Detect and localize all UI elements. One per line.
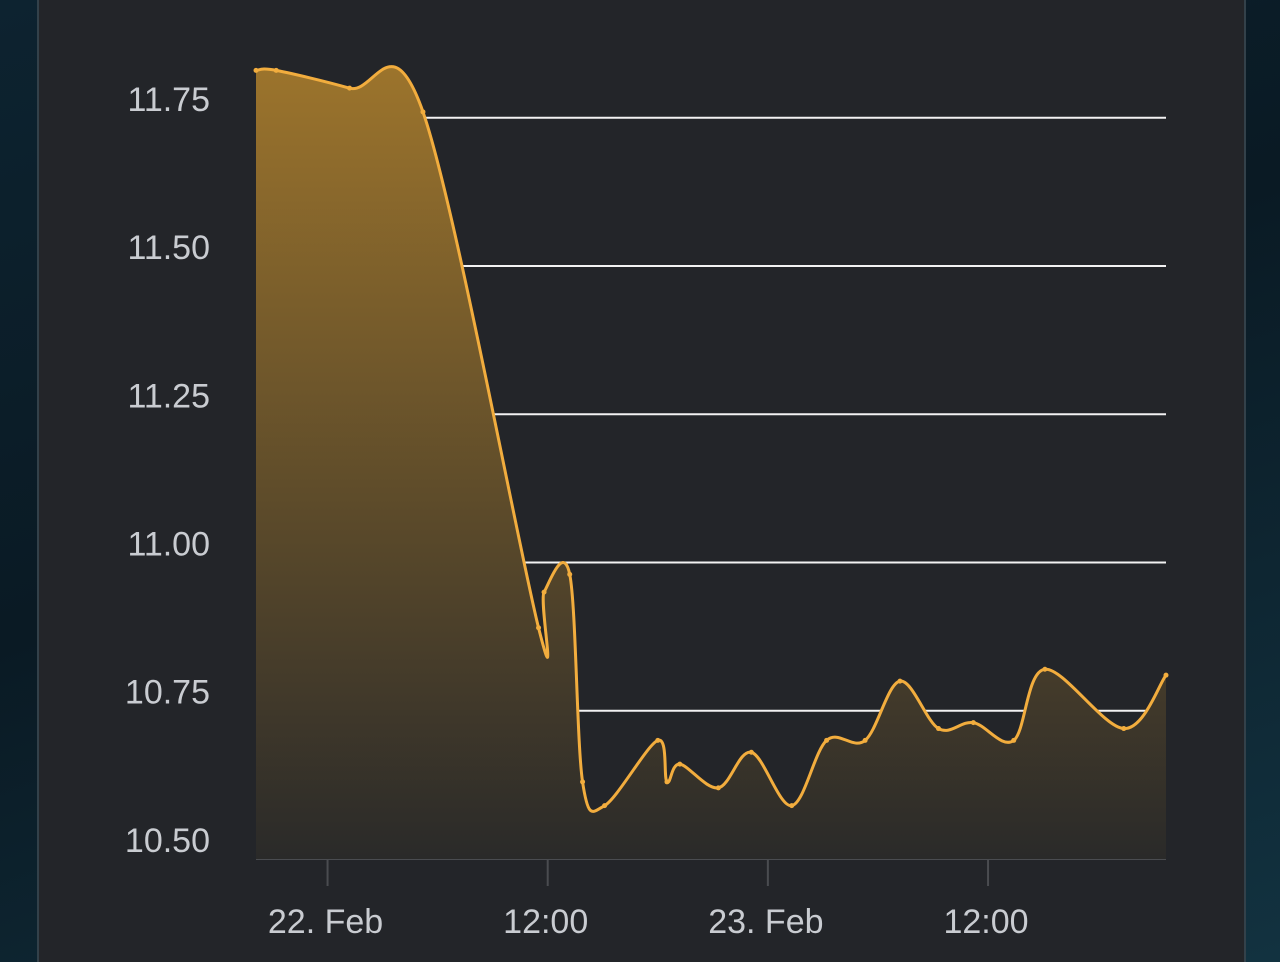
x-tick-label: 12:00 <box>943 903 1028 941</box>
point <box>789 803 795 809</box>
x-tick-label: 22. Feb <box>268 903 383 941</box>
y-tick-label: 10.50 <box>125 822 210 860</box>
area <box>256 66 1166 860</box>
point <box>347 85 353 91</box>
point <box>1121 726 1127 732</box>
point <box>567 571 573 577</box>
point <box>541 589 547 595</box>
point <box>536 625 542 631</box>
point <box>897 678 903 684</box>
point <box>420 109 426 115</box>
point <box>580 779 586 785</box>
point <box>655 737 661 743</box>
point <box>862 737 868 743</box>
x-tick-label: 12:00 <box>503 903 588 941</box>
point <box>824 737 830 743</box>
point <box>1042 666 1048 672</box>
y-tick-label: 11.00 <box>127 526 210 564</box>
point <box>748 749 754 755</box>
point <box>1011 737 1017 743</box>
point <box>1163 672 1169 678</box>
point <box>273 67 279 73</box>
point <box>936 726 941 732</box>
y-tick-label: 11.25 <box>127 377 210 415</box>
y-tick-label: 10.75 <box>125 674 210 712</box>
point <box>664 779 670 785</box>
point <box>602 803 608 809</box>
y-tick-label: 11.50 <box>127 229 210 267</box>
point <box>970 720 976 726</box>
y-tick-label: 11.75 <box>127 81 210 119</box>
x-tick-label: 23. Feb <box>708 903 823 941</box>
point <box>677 761 683 767</box>
point <box>715 785 721 791</box>
point <box>253 67 259 73</box>
